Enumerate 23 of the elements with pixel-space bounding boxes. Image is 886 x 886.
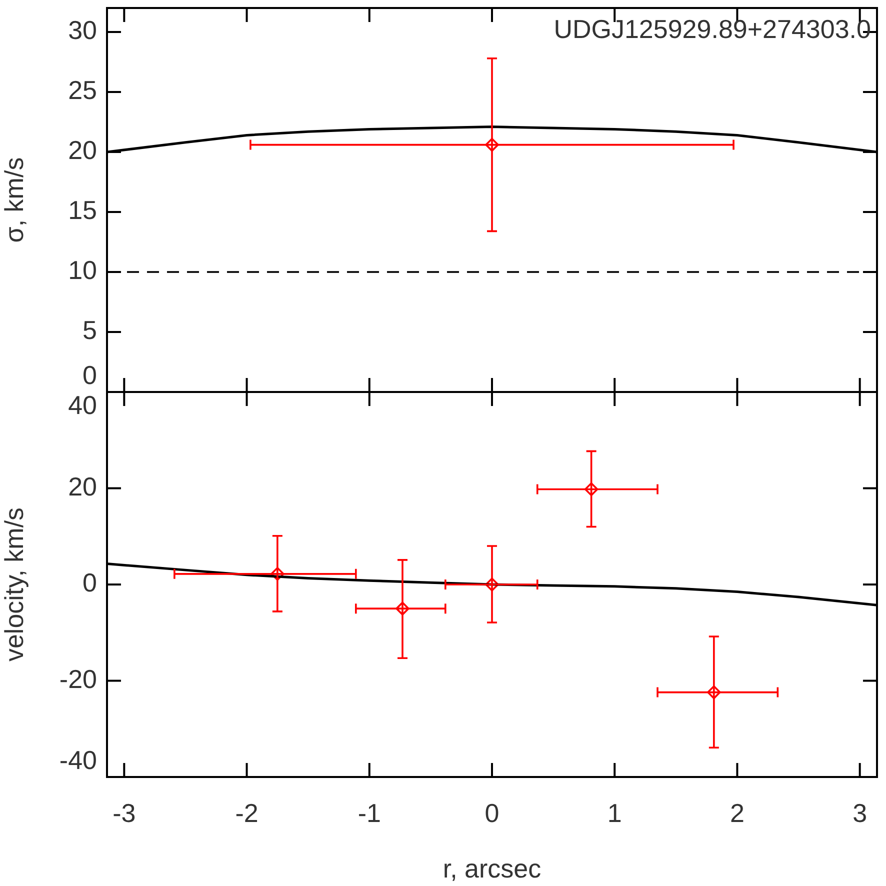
y-tick-label: 0 [82,360,97,390]
y-tick-label: 0 [82,568,97,598]
x-tick-label: -3 [112,798,136,828]
y-tick-label: -40 [59,745,97,776]
y-tick-label: 40 [68,390,97,420]
y-tick-label: -20 [59,664,97,694]
y-tick-label: 5 [82,315,97,346]
x-axis-title: r, arcsec [442,854,542,884]
y-tick-label: 25 [68,75,97,106]
x-tick-label: 0 [484,798,500,828]
y-tick-label: 10 [68,255,97,286]
x-tick-label: -2 [235,798,258,828]
x-tick-label: 3 [852,798,868,828]
y-tick-label: 30 [68,15,97,46]
y-tick-label: 15 [68,195,97,226]
x-tick-label: -1 [358,798,381,828]
annotation: UDGJ125929.89+274303.0 [554,14,871,44]
x-tick-label: 2 [730,798,744,828]
y-tick-label: 20 [68,471,97,502]
y-axis-title: velocity, km/s [0,507,29,662]
y-axis-title: σ, km/s [0,157,29,243]
y-tick-label: 20 [68,135,97,166]
x-tick-label: 1 [607,798,622,828]
